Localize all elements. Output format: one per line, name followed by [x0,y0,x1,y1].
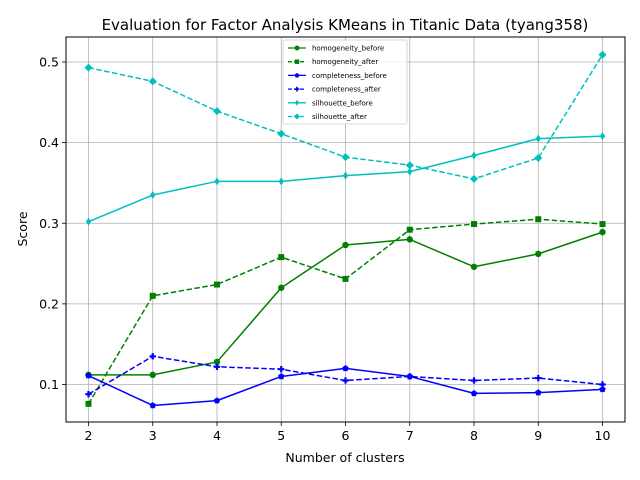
data-point [85,400,92,407]
data-point [599,221,606,228]
y-tick-label: 0.3 [39,216,59,231]
legend-label: silhouette_after [312,113,367,121]
data-point [342,364,349,372]
data-point [213,281,220,288]
data-point [277,129,286,138]
legend-box [282,39,408,125]
series-completeness_after [85,353,606,398]
data-point [406,236,413,243]
data-point [150,191,156,200]
data-point [535,374,542,382]
data-point [212,107,221,116]
data-point [85,372,92,379]
data-point [149,353,156,360]
data-point [598,50,607,59]
y-tick-label: 0.5 [39,54,59,69]
data-point [341,153,350,162]
data-point [470,263,478,270]
data-point [149,292,156,299]
y-axis-label: Score [15,211,30,246]
series-homogeneity_before [85,228,606,379]
data-point [213,358,221,366]
data-point [406,226,413,233]
data-point [278,177,284,186]
legend-label: completeness_after [312,86,381,94]
legend-item: homogeneity_before [288,45,384,53]
data-point [470,377,478,384]
data-point [149,402,156,409]
legend-marker [294,113,300,120]
chart-title: Evaluation for Factor Analysis KMeans in… [102,16,589,34]
x-tick-label: 5 [277,428,285,443]
x-tick-label: 4 [213,428,221,443]
data-point [342,377,349,384]
data-point [470,389,478,397]
x-tick-label: 3 [149,428,157,443]
x-tick-label: 10 [595,428,611,443]
legend-marker [295,99,299,106]
data-point [148,77,157,86]
data-point [278,284,285,291]
data-point [407,167,413,176]
y-tick-label: 0.4 [39,135,59,150]
data-point [85,217,92,226]
data-point [470,174,479,183]
data-point [535,389,542,396]
legend-label: homogeneity_after [312,58,378,66]
data-point [535,216,542,223]
data-point [406,373,413,380]
data-point [405,161,414,170]
legend-label: silhouette_before [312,99,373,107]
data-point [534,153,543,162]
legend-item: completeness_after [288,86,381,94]
data-point [85,390,92,398]
y-axis: 0.1 0.2 0.3 0.4 0.5 [39,54,66,392]
y-tick-label: 0.1 [39,377,59,392]
legend-item: homogeneity_after [288,58,378,66]
data-point [278,373,285,380]
data-point [213,397,221,404]
legend-marker [294,59,300,64]
legend-marker [294,72,300,78]
legend-item: silhouette_before [288,99,373,107]
data-point [84,63,93,72]
y-tick-label: 0.2 [39,296,59,311]
legend-marker [294,45,300,51]
data-point [599,132,606,141]
legend-item: completeness_before [288,72,387,80]
legend-label: homogeneity_before [312,45,384,53]
legend-item: silhouette_after [288,113,367,121]
legend-label: completeness_before [312,72,387,80]
data-point [342,275,349,282]
data-point [278,365,285,373]
series-silhouette_before [85,132,606,226]
data-point [149,371,156,379]
x-tick-label: 6 [342,428,350,443]
data-point [342,241,349,249]
data-point [213,363,221,370]
data-point [535,250,542,258]
data-point [599,385,606,393]
x-tick-label: 2 [85,428,93,443]
x-tick-label: 8 [470,428,478,443]
data-point [471,151,477,160]
legend: homogeneity_before homogeneity_aftercompl… [282,39,408,125]
data-point [471,221,478,228]
data-point [278,254,285,261]
series-homogeneity_after [85,216,606,407]
data-point [599,381,606,388]
x-tick-label: 9 [534,428,542,443]
x-tick-label: 7 [406,428,414,443]
series-completeness_before [85,364,606,409]
legend-marker [294,86,300,92]
data-point [342,171,349,180]
data-point [214,177,220,186]
series-layer [84,50,607,409]
x-axis-label: Number of clusters [285,450,404,465]
data-point [599,228,606,236]
series-silhouette_after [84,50,607,183]
data-point [535,134,541,143]
x-axis: 2 3 4 5 6 7 8 9 10 [85,422,611,443]
